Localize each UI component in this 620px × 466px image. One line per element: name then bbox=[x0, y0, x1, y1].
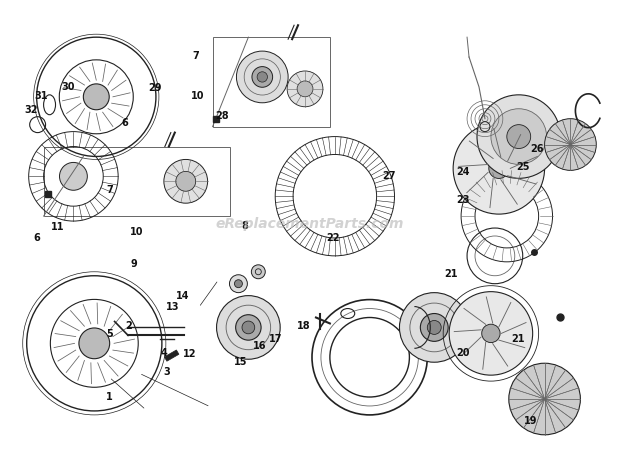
Text: 8: 8 bbox=[242, 221, 249, 231]
Text: 11: 11 bbox=[51, 222, 64, 233]
Circle shape bbox=[287, 71, 323, 107]
Text: 29: 29 bbox=[148, 83, 161, 94]
Circle shape bbox=[507, 124, 531, 149]
Circle shape bbox=[477, 95, 560, 178]
Circle shape bbox=[83, 84, 109, 110]
Circle shape bbox=[60, 163, 87, 190]
Circle shape bbox=[236, 315, 261, 340]
Circle shape bbox=[216, 295, 280, 359]
Circle shape bbox=[229, 275, 247, 293]
Text: 16: 16 bbox=[253, 342, 266, 351]
Text: 10: 10 bbox=[191, 91, 205, 101]
Circle shape bbox=[242, 321, 255, 334]
Text: 10: 10 bbox=[130, 227, 143, 237]
Text: 27: 27 bbox=[382, 171, 396, 181]
Circle shape bbox=[176, 171, 196, 191]
Text: 9: 9 bbox=[131, 259, 138, 269]
Circle shape bbox=[257, 72, 267, 82]
Text: 23: 23 bbox=[456, 195, 469, 205]
Text: eReplacementParts.com: eReplacementParts.com bbox=[216, 217, 404, 231]
Text: 30: 30 bbox=[61, 82, 75, 92]
Text: 32: 32 bbox=[25, 105, 38, 115]
Text: 7: 7 bbox=[193, 51, 200, 61]
Text: 7: 7 bbox=[106, 185, 113, 195]
Circle shape bbox=[252, 67, 273, 87]
Text: 2: 2 bbox=[125, 321, 131, 331]
Text: 21: 21 bbox=[512, 334, 525, 343]
Text: 6: 6 bbox=[122, 118, 128, 128]
Circle shape bbox=[427, 321, 441, 335]
Bar bbox=[164, 350, 179, 361]
Circle shape bbox=[453, 123, 544, 214]
Text: 15: 15 bbox=[234, 357, 248, 367]
Text: 14: 14 bbox=[175, 291, 189, 302]
Circle shape bbox=[297, 81, 313, 97]
Circle shape bbox=[509, 363, 580, 435]
Text: 3: 3 bbox=[164, 367, 170, 377]
Text: 31: 31 bbox=[34, 91, 47, 101]
Circle shape bbox=[399, 293, 469, 362]
Text: 22: 22 bbox=[327, 233, 340, 243]
Text: 24: 24 bbox=[456, 167, 469, 177]
Circle shape bbox=[420, 314, 448, 342]
Text: 19: 19 bbox=[524, 416, 538, 425]
Text: 28: 28 bbox=[216, 111, 229, 121]
Text: 6: 6 bbox=[33, 233, 40, 243]
Text: 25: 25 bbox=[516, 162, 529, 172]
Text: 1: 1 bbox=[106, 392, 113, 403]
Text: 13: 13 bbox=[166, 302, 180, 312]
Text: 26: 26 bbox=[530, 144, 544, 154]
Circle shape bbox=[79, 328, 110, 359]
Circle shape bbox=[251, 265, 265, 279]
Circle shape bbox=[164, 159, 208, 203]
Circle shape bbox=[449, 292, 533, 375]
Text: 4: 4 bbox=[161, 349, 167, 358]
Circle shape bbox=[491, 109, 547, 164]
Text: 21: 21 bbox=[444, 269, 458, 279]
Text: 17: 17 bbox=[269, 334, 283, 343]
Circle shape bbox=[236, 51, 288, 103]
Circle shape bbox=[544, 119, 596, 171]
Circle shape bbox=[234, 280, 242, 288]
Text: 5: 5 bbox=[106, 329, 113, 339]
Text: 18: 18 bbox=[297, 321, 311, 331]
Circle shape bbox=[482, 324, 500, 343]
Text: 12: 12 bbox=[183, 350, 197, 359]
Circle shape bbox=[489, 158, 509, 178]
Text: 20: 20 bbox=[456, 348, 469, 357]
